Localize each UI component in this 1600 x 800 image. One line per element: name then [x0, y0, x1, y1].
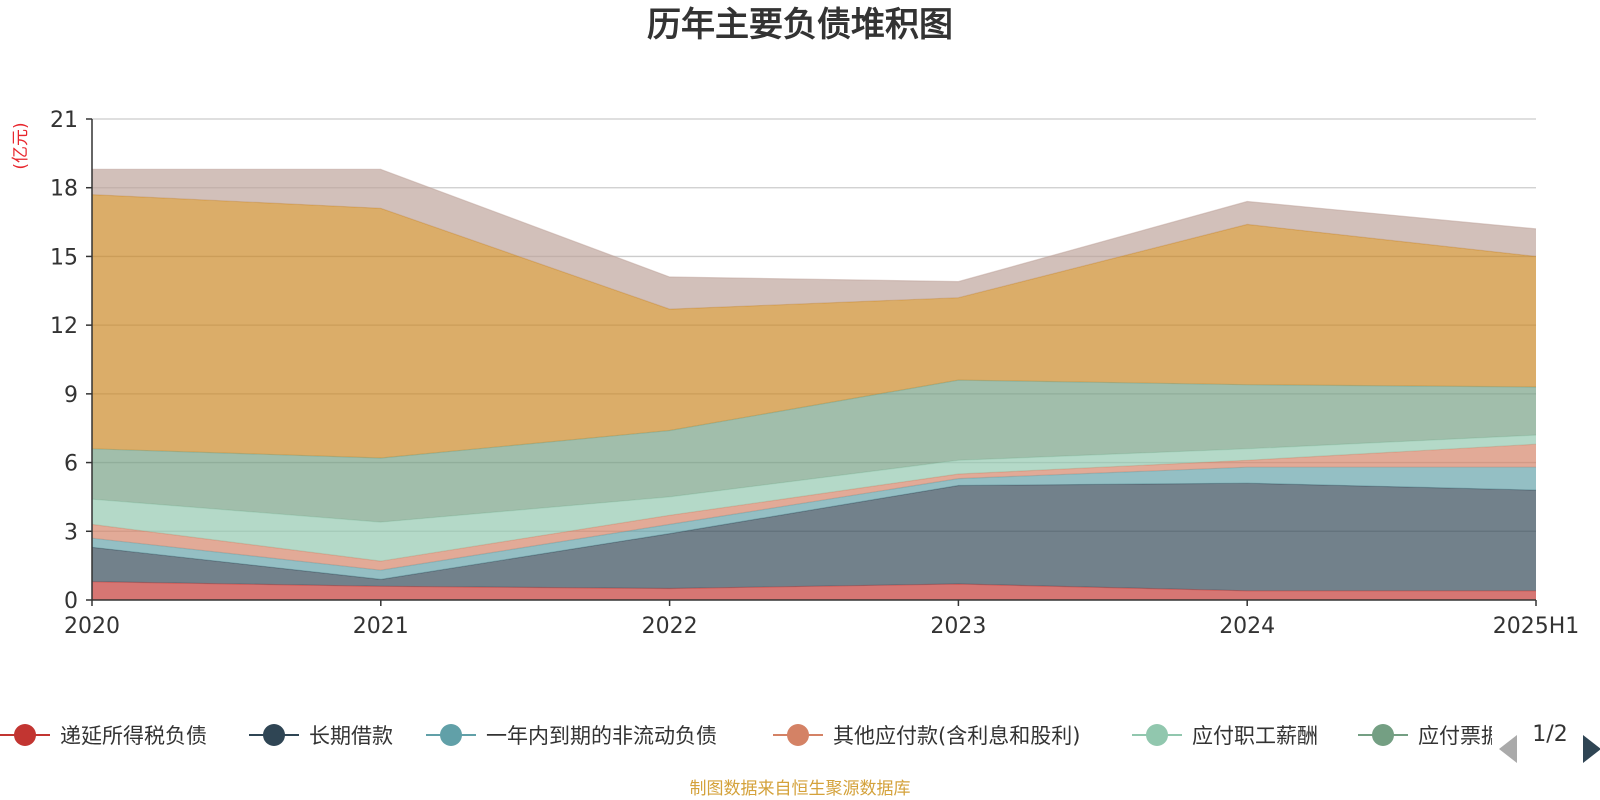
legend-item[interactable]: 应付票据: [1358, 724, 1502, 748]
legend-swatch-icon: [14, 724, 36, 746]
area-series-7[interactable]: [92, 194, 1536, 458]
area-series-5[interactable]: [92, 435, 1536, 562]
legend-swatch-icon: [440, 724, 462, 746]
legend-label: 长期借款: [309, 724, 393, 748]
y-tick-label: 12: [50, 314, 78, 339]
x-tick-label: 2021: [353, 614, 409, 639]
legend-item[interactable]: 应付职工薪酬: [1132, 724, 1318, 748]
area-series-line-8: [92, 168, 1537, 283]
legend-swatch-icon: [1146, 724, 1168, 746]
legend-label: 应付票据: [1418, 724, 1502, 748]
y-tick-label: 21: [50, 108, 78, 133]
x-tick-label: 2022: [642, 614, 698, 639]
area-series-6[interactable]: [92, 380, 1536, 523]
data-source-note: 制图数据来自恒生聚源数据库: [690, 779, 911, 799]
y-tick-label: 6: [64, 452, 78, 477]
x-axis-ticks: 2020 2021 2022 2023 2024 2025H1: [64, 600, 1579, 639]
y-axis-ticks: 0 3 6 9 12 15 18 21: [50, 108, 92, 614]
legend-item[interactable]: 一年内到期的非流动负债: [426, 724, 717, 748]
y-tick-label: 9: [64, 383, 78, 408]
legend-label: 一年内到期的非流动负债: [486, 724, 717, 748]
legend-swatch-icon: [787, 724, 809, 746]
area-series-line-5: [91, 434, 1537, 523]
legend-swatch-icon: [263, 724, 285, 746]
axes: [91, 119, 1536, 601]
area-series-layer: [91, 168, 1537, 600]
legend: 递延所得税负债 长期借款 一年内到期的非流动负债 其他应付款(含利息和股利) 应付职工薪…: [0, 724, 1502, 748]
legend-pager: 1/2: [1499, 722, 1600, 763]
y-tick-label: 15: [50, 245, 78, 270]
legend-prev-arrow-icon[interactable]: [1499, 735, 1517, 763]
y-axis-unit-label: (亿元): [11, 122, 31, 169]
area-series-2[interactable]: [92, 483, 1536, 591]
legend-page-indicator: 1/2: [1532, 722, 1567, 747]
area-series-1[interactable]: [92, 581, 1536, 600]
legend-label: 其他应付款(含利息和股利): [833, 724, 1080, 748]
area-series-3[interactable]: [92, 467, 1536, 580]
legend-label: 递延所得税负债: [60, 724, 207, 748]
legend-item[interactable]: 递延所得税负债: [0, 724, 207, 748]
area-series-8[interactable]: [92, 169, 1536, 310]
chart-title: 历年主要负债堆积图: [647, 5, 953, 45]
legend-item[interactable]: 其他应付款(含利息和股利): [773, 724, 1080, 748]
x-tick-label: 2020: [64, 614, 120, 639]
y-tick-label: 3: [64, 520, 78, 545]
y-tick-label: 18: [50, 177, 78, 202]
legend-swatch-icon: [1372, 724, 1394, 746]
x-tick-label: 2023: [930, 614, 986, 639]
legend-label: 应付职工薪酬: [1192, 724, 1318, 748]
y-tick-label: 0: [64, 589, 78, 614]
legend-next-arrow-icon[interactable]: [1583, 735, 1600, 763]
area-series-4[interactable]: [92, 444, 1536, 571]
legend-item[interactable]: 长期借款: [249, 724, 393, 748]
x-tick-label: 2025H1: [1493, 614, 1580, 639]
x-tick-label: 2024: [1219, 614, 1275, 639]
